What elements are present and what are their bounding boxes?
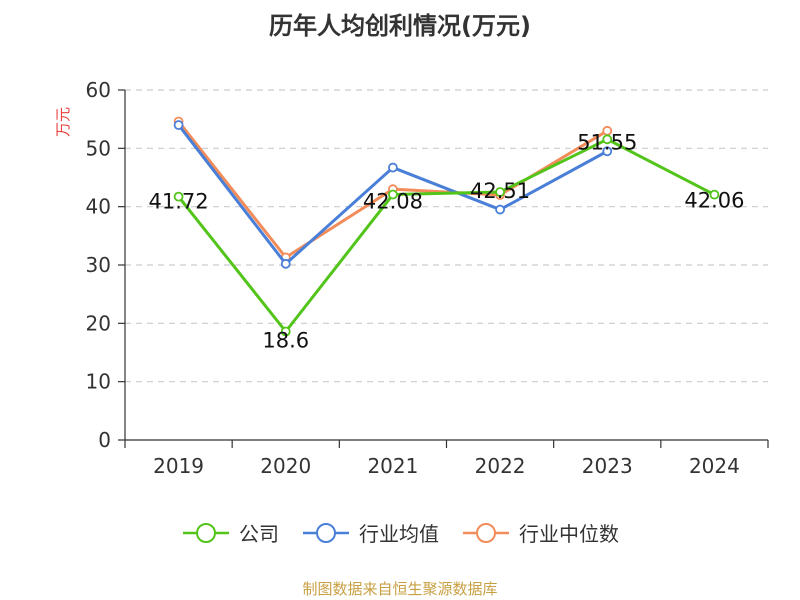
y-tick-label: 10 [86,370,111,394]
data-point [602,146,613,157]
data-label: 18.6 [262,329,309,353]
data-label: 42.51 [470,179,530,203]
data-label: 42.06 [684,189,744,213]
x-tick-label: 2024 [689,454,740,478]
legend: 公司 行业均值 行业中位数 [0,518,800,547]
y-tick-label: 50 [86,136,111,160]
legend-marker [316,522,336,543]
data-point [388,189,398,200]
legend-swatch [183,522,229,543]
legend-label: 行业均值 [359,522,439,546]
data-point [280,326,291,337]
x-tick-label: 2022 [475,454,526,478]
data-label: 42.08 [363,190,423,214]
series-line-0 [177,137,716,333]
legend-item[interactable]: 公司 [181,518,279,547]
legend-marker [196,522,216,543]
y-tick-label: 40 [86,195,111,219]
legend-marker [476,522,496,543]
legend-swatch [463,522,509,543]
line-chart: 0 10 20 30 40 50 60 2019 2020 2021 2022 2023 2024 万元 4… [54,78,769,478]
data-label: 41.72 [149,190,209,214]
chart-title: 历年人均创利情况(万元) [269,12,531,40]
data-point [495,187,505,197]
y-axis-unit: 万元 [54,107,72,137]
data-point [173,120,184,130]
data-point [495,204,505,215]
legend-swatch [303,522,349,543]
x-tick-label: 2020 [260,454,311,478]
y-tick-label: 20 [86,311,111,335]
x-tick-label: 2019 [153,454,204,478]
y-tick-label: 0 [98,428,111,452]
y-tick-label: 30 [86,253,111,277]
data-point [602,134,613,145]
legend-item[interactable]: 行业均值 [301,518,439,547]
data-point [709,189,720,200]
data-point [280,258,291,269]
x-tick-label: 2023 [582,454,633,478]
legend-label: 公司 [239,522,279,546]
data-point [388,162,398,173]
y-tick-label: 60 [86,78,111,102]
data-point [173,191,184,202]
legend-item[interactable]: 行业中位数 [461,518,619,547]
x-tick-label: 2021 [367,454,418,478]
data-label: 51.55 [577,130,637,154]
legend-label: 行业中位数 [519,522,619,546]
source-note: 制图数据来自恒生聚源数据库 [302,580,498,598]
